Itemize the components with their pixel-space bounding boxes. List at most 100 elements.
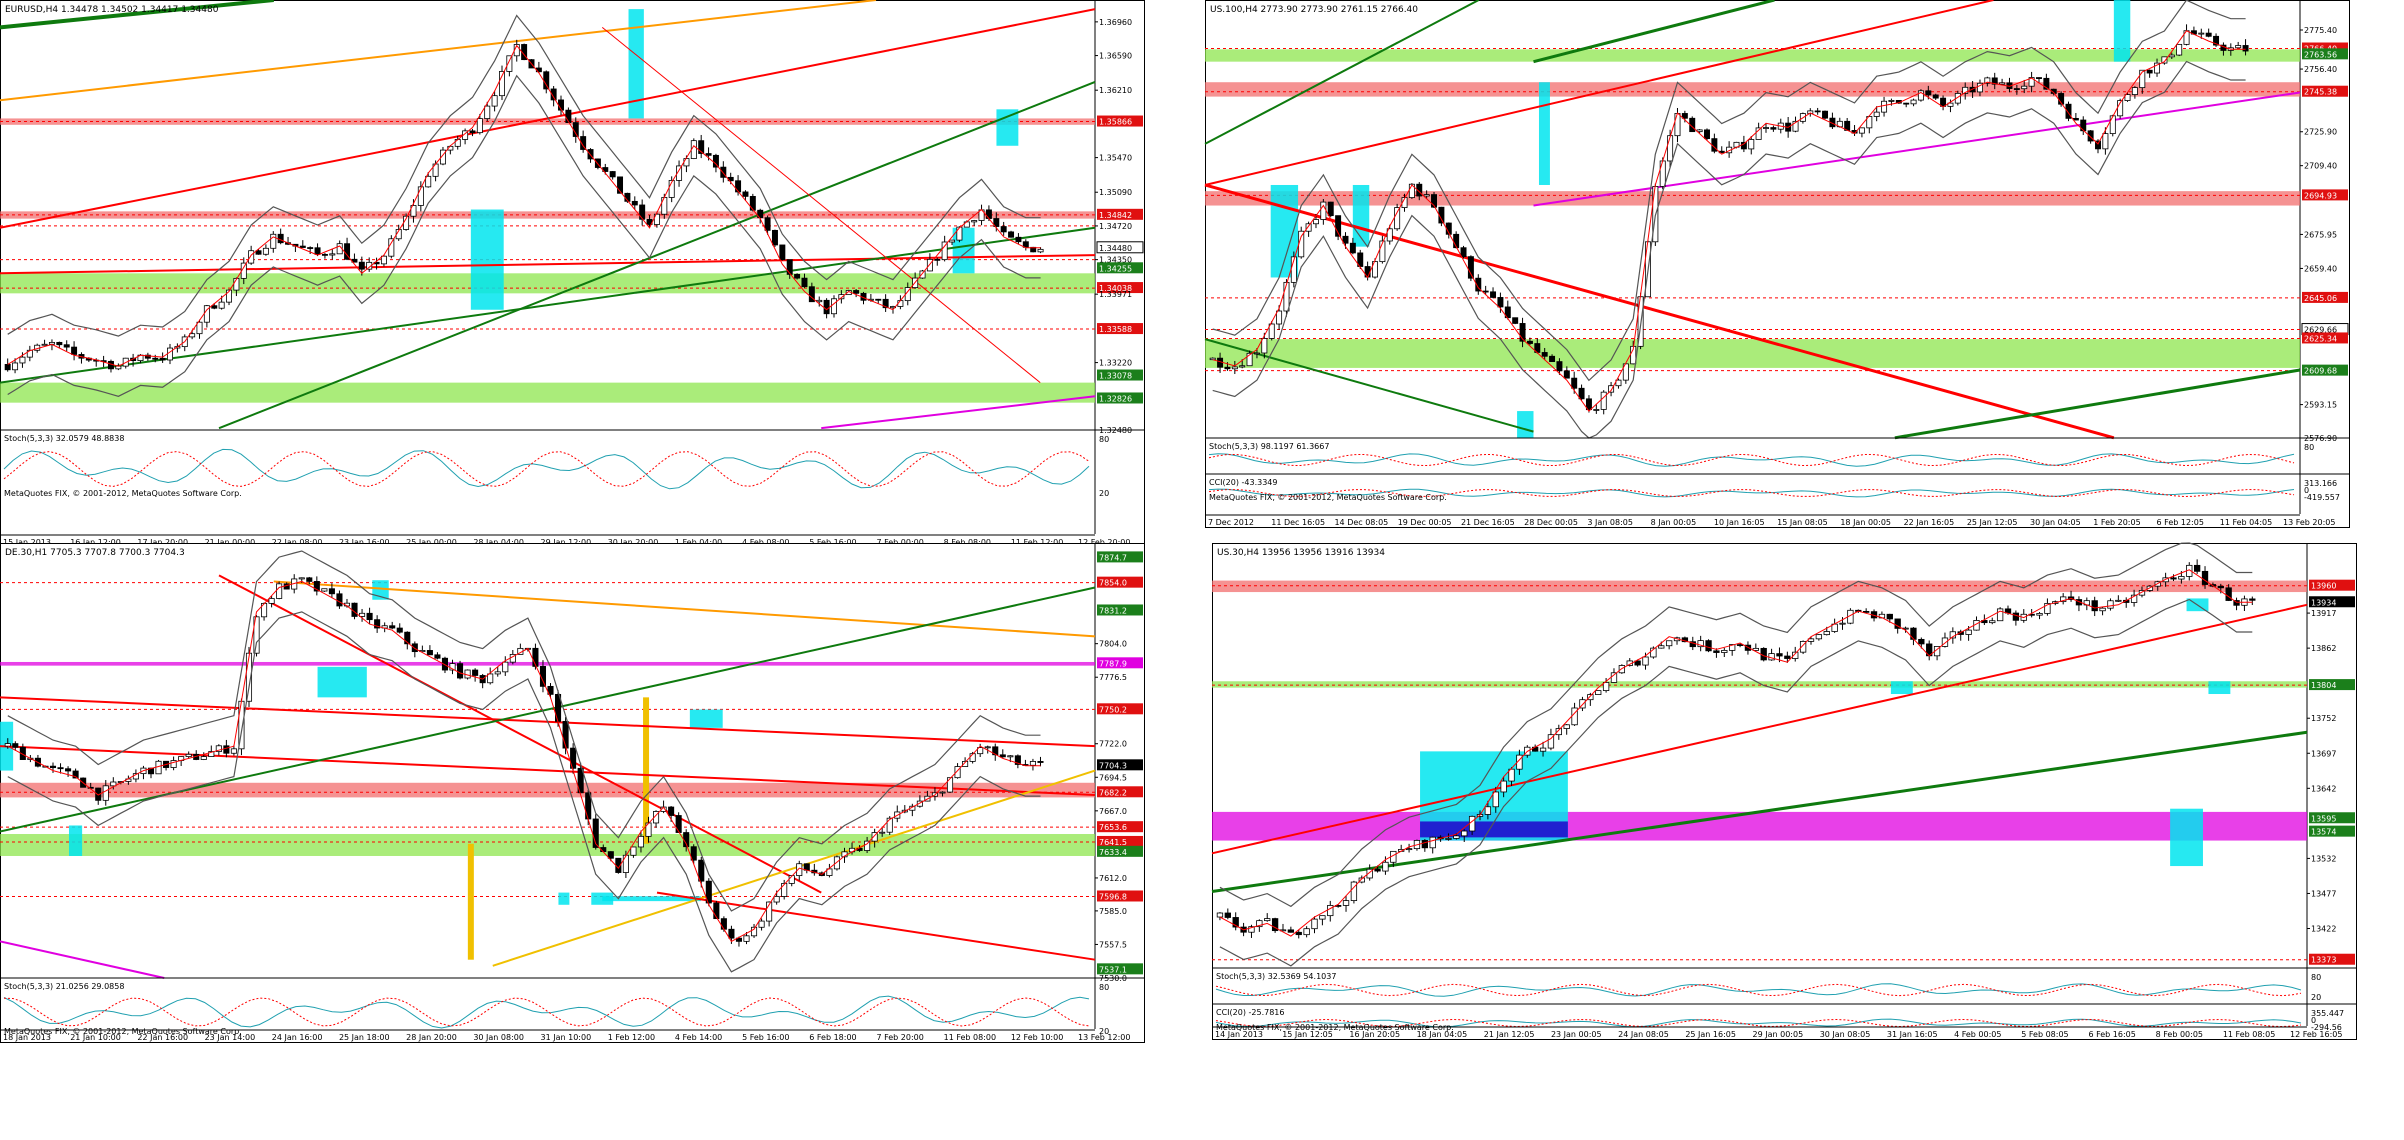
candle-body [875,298,882,301]
price-label-box [2302,291,2348,303]
candle-body [668,806,675,816]
price-label-box [2309,812,2355,824]
candle-body [2091,600,2098,612]
marker-bar [643,697,650,844]
candle-body [12,362,19,371]
candle-body [962,761,969,767]
candle-body [1957,631,1964,635]
candle-body [441,657,449,671]
indicator-line [1208,488,2295,498]
time-tick: 29 Jan 00:05 [1753,1030,1804,1039]
highlight-box [68,825,83,856]
price-tick: 2694.93 [2304,191,2337,200]
candle-body [487,673,494,684]
candle-body [690,846,697,861]
price-tick: 1.33971 [1099,290,1132,299]
time-tick: 21 Jan 00:00 [205,538,256,547]
time-tick: 4 Feb 00:05 [1954,1030,2001,1039]
candle-body [328,588,335,595]
candle-body [712,154,719,168]
indicator-scale: 355.447 [2311,1009,2344,1018]
time-tick: 30 Jan 08:00 [473,1033,524,1042]
bollinger-lower [7,74,1041,397]
price-tick: 2756.40 [2304,65,2337,74]
candle-body [1674,113,1681,137]
time-tick: 14 Dec 08:05 [1334,518,1388,527]
indicator-scale: 80 [2311,973,2321,982]
candle-body [1037,248,1044,253]
candle-body [1497,297,1504,308]
trend-line-magenta [0,940,165,979]
candle-body [110,781,117,787]
time-tick: 24 Jan 16:00 [272,1033,323,1042]
time-tick: 18 Jan 2013 [3,1033,51,1042]
highlight-box [2208,681,2231,695]
time-tick: 21 Jan 10:00 [70,1033,121,1042]
candle-body [1705,640,1712,652]
candle-body [1894,618,1901,629]
candle-body [57,767,64,770]
indicator-scale: 80 [2304,443,2314,452]
candle-body [823,299,830,315]
candle-body [439,149,446,165]
candle-body [698,859,705,882]
candle-body [95,787,102,801]
trend-line-green [1894,368,2301,440]
candle-body [1295,931,1302,936]
price-label-box [2309,953,2355,965]
candle-body [1484,806,1492,815]
candle-body [1468,815,1476,832]
candle-body [879,831,886,834]
price-label-box [1097,786,1143,798]
indicator-label: CCI(20) -43.3349 [1209,478,1277,487]
time-tick: 6 Feb 16:05 [2088,1030,2135,1039]
candle-body [720,918,727,930]
candle-body [449,663,456,671]
candle-body [2087,130,2094,142]
candle-body [1792,651,1799,659]
indicator-line [1215,983,2302,997]
candle-body [1008,231,1015,238]
highlight-box [952,227,975,274]
candle-body [1555,728,1562,736]
candle-body [562,720,569,749]
candle-body [1862,610,1870,613]
trend-line-green [0,226,1096,384]
candle-body [1585,398,1592,411]
candle-body [2131,87,2138,95]
candle-body [735,937,742,942]
price-tick: 1.33078 [1099,372,1132,381]
candle-body [359,612,366,617]
price-tick: 13804 [2311,681,2336,690]
candle-body [1248,926,1255,933]
candle-body [779,244,786,261]
candle-body [2168,54,2175,58]
candle-body [617,176,624,194]
candle-body [1298,230,1305,258]
candle-body [2235,45,2242,49]
candle-body [1037,761,1044,763]
highlight-box [1517,411,1534,438]
candle-body [1264,918,1271,922]
time-tick: 23 Jan 16:00 [339,538,390,547]
candle-body [2138,590,2146,596]
candle-body [457,663,464,679]
indicator-signal [3,451,1090,487]
candle-body [1600,391,1607,410]
candle-body [971,220,978,223]
candle-body [1634,660,1641,666]
candle-body [1460,247,1467,258]
price-tick: 7804.0 [1099,640,1127,649]
candle-body [1659,160,1666,187]
candle-body [374,619,381,629]
candle-body [1556,361,1563,372]
candle-body [543,71,550,90]
candle-body [758,920,765,928]
candle-body [871,832,878,842]
candle-body [1000,226,1007,233]
price-tick: 13574 [2311,828,2336,837]
candle-body [1372,261,1378,278]
candle-body [2021,85,2028,90]
candle-body [1658,645,1665,649]
time-tick: 1 Feb 12:00 [608,1033,655,1042]
